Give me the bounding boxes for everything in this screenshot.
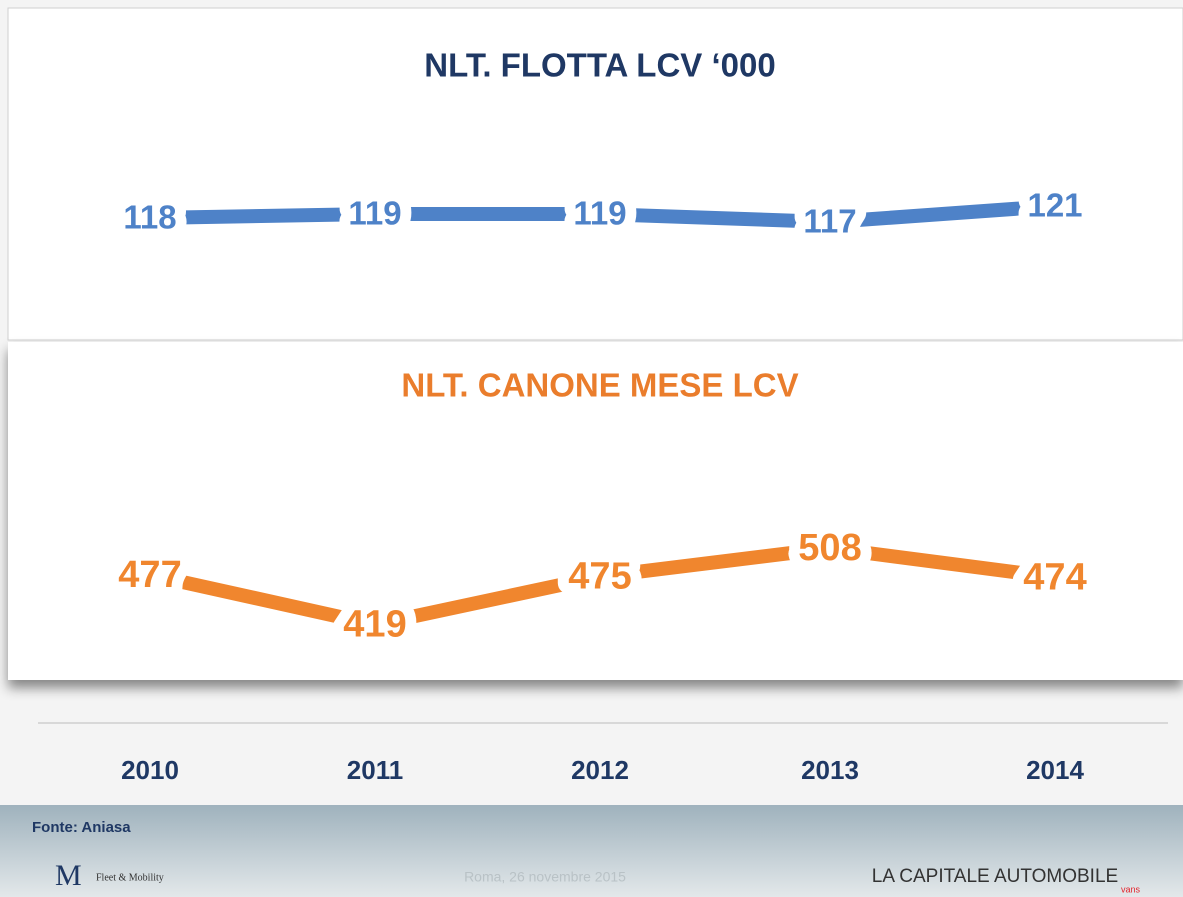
data-label: 119 [348,195,401,232]
x-tick-label: 2010 [121,755,179,785]
logo-mark: M [55,859,82,892]
brand-sub: vans [1121,884,1141,894]
data-label: 508 [798,527,861,569]
line [149,199,1056,230]
line [148,541,1056,632]
chart-title: NLT. FLOTTA LCV ‘000 [424,47,775,84]
data-label: 119 [573,195,626,232]
x-tick-label: 2013 [801,755,859,785]
panel-bottom [8,342,1183,680]
data-label: 475 [568,556,631,598]
data-label: 474 [1023,556,1086,598]
data-label: 419 [343,604,406,646]
data-label: 117 [803,203,856,240]
chart-title: NLT. CANONE MESE LCV [401,367,798,404]
x-tick-label: 2011 [347,755,403,785]
x-tick-label: 2012 [571,755,629,785]
logo-text: Fleet & Mobility [96,872,164,883]
brand: LA CAPITALE AUTOMOBILE [872,866,1118,887]
panel-top [7,7,1183,341]
data-label: 121 [1027,187,1082,224]
footer-band [0,805,1183,897]
source: Fonte: Aniasa [32,819,131,836]
date: Roma, 26 novembre 2015 [464,869,626,885]
data-label: 118 [123,199,176,236]
data-label: 477 [118,554,181,596]
x-tick-label: 2014 [1026,755,1084,785]
